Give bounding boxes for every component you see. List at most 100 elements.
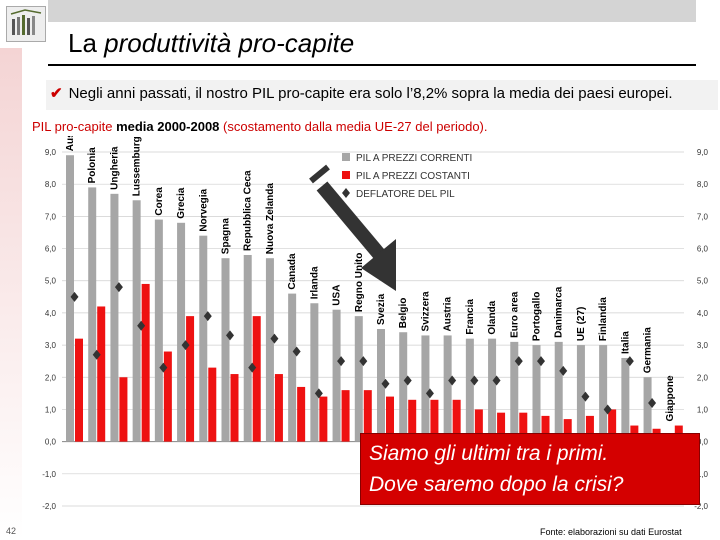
bar-prezzi-correnti — [488, 338, 497, 442]
category-label: Portogallo — [532, 292, 543, 341]
bar-prezzi-correnti — [554, 341, 563, 442]
bar-prezzi-correnti — [599, 345, 608, 442]
bar-prezzi-correnti — [265, 258, 274, 442]
y-tick-label: 7,0 — [45, 212, 57, 221]
page-number: 42 — [6, 526, 17, 536]
bar-prezzi-correnti — [377, 329, 385, 442]
checkmark-icon: ✔ — [50, 85, 63, 102]
y-tick-label: 0,0 — [45, 438, 57, 447]
marker-deflatore — [559, 365, 568, 376]
category-label: Spagna — [221, 218, 232, 255]
bar-prezzi-correnti — [399, 332, 408, 442]
category-label: Germania — [643, 327, 654, 374]
y-tick-label-right: 1,0 — [697, 405, 709, 414]
marker-deflatore — [92, 349, 101, 360]
marker-deflatore — [625, 356, 634, 367]
category-label: Olanda — [487, 300, 498, 334]
bullet-text: ✔ Negli anni passati, il nostro PIL pro-c… — [50, 85, 673, 102]
bar-prezzi-correnti — [132, 200, 141, 442]
arrow-shaft — [316, 181, 385, 259]
bar-prezzi-correnti — [310, 303, 319, 442]
marker-deflatore — [537, 356, 545, 367]
y-tick-label-right: 4,0 — [697, 309, 709, 318]
marker-deflatore — [425, 388, 434, 399]
bar-prezzi-correnti — [110, 193, 119, 442]
bar-prezzi-costanti — [208, 367, 217, 442]
category-label: Australia — [65, 136, 76, 151]
bar-prezzi-correnti — [154, 219, 163, 442]
bar-prezzi-costanti — [474, 409, 483, 442]
legend-swatch-costanti — [342, 171, 350, 179]
legend-label: DEFLATORE DEL PIL — [356, 189, 455, 200]
marker-deflatore — [159, 362, 168, 373]
y-tick-label-right: 8,0 — [697, 180, 709, 189]
category-label: Francia — [465, 299, 476, 335]
bar-prezzi-correnti — [443, 335, 452, 442]
bar-prezzi-costanti — [97, 306, 106, 442]
y-tick-label: -1,0 — [42, 470, 56, 479]
marker-deflatore — [403, 375, 412, 386]
category-label: Polonia — [87, 147, 98, 184]
callout-box: Siamo gli ultimi tra i primi. Dove sarem… — [360, 433, 700, 505]
bar-prezzi-correnti — [643, 377, 652, 442]
y-tick-label-right: 9,0 — [697, 148, 709, 157]
bar-prezzi-costanti — [252, 316, 261, 442]
category-label: Repubblica Ceca — [243, 170, 254, 251]
y-tick-label: 8,0 — [45, 180, 57, 189]
bar-prezzi-costanti — [519, 412, 528, 442]
bar-prezzi-costanti — [585, 415, 594, 442]
category-label: Regno Unito — [354, 253, 365, 312]
header-bar — [48, 0, 696, 22]
marker-deflatore — [203, 311, 212, 322]
y-tick-label: 5,0 — [45, 277, 57, 286]
bar-prezzi-costanti — [363, 390, 372, 442]
arrow-head — [361, 239, 396, 291]
y-tick-label-right: -2,0 — [694, 502, 708, 511]
marker-deflatore — [248, 362, 257, 373]
legend-swatch-deflatore — [342, 188, 350, 198]
marker-deflatore — [226, 330, 234, 341]
category-label: Canada — [287, 253, 298, 290]
bar-prezzi-costanti — [608, 409, 617, 442]
category-label: Corea — [154, 187, 165, 216]
bar-prezzi-correnti — [354, 316, 363, 442]
category-label: Norvegia — [198, 188, 209, 231]
category-label: Svezia — [376, 293, 387, 325]
marker-deflatore — [648, 398, 657, 409]
category-label: Danimarca — [554, 286, 565, 338]
y-tick-label: 1,0 — [45, 405, 57, 414]
bullet-box — [46, 80, 718, 110]
y-tick-label: 3,0 — [45, 341, 57, 350]
bar-prezzi-costanti — [541, 415, 550, 442]
bar-prezzi-costanti — [141, 283, 150, 442]
y-tick-label-right: 6,0 — [697, 245, 709, 254]
category-label: Svizzera — [420, 291, 431, 331]
bar-prezzi-correnti — [221, 258, 230, 442]
y-tick-label-right: 7,0 — [697, 212, 709, 221]
bar-prezzi-correnti — [510, 341, 519, 442]
marker-deflatore — [514, 356, 523, 367]
marker-deflatore — [270, 333, 279, 344]
y-tick-label: -2,0 — [42, 502, 56, 511]
y-tick-label-right: -1,0 — [694, 470, 708, 479]
bar-prezzi-costanti — [274, 374, 283, 442]
bar-prezzi-correnti — [576, 345, 585, 442]
marker-deflatore — [603, 404, 612, 415]
marker-deflatore — [470, 375, 479, 386]
category-label: UE (27) — [576, 307, 587, 341]
marker-deflatore — [114, 282, 123, 293]
source-note: Fonte: elaborazioni su dati Eurostat — [540, 527, 682, 537]
marker-deflatore — [292, 346, 301, 357]
marker-deflatore — [381, 378, 390, 389]
y-tick-label: 6,0 — [45, 245, 57, 254]
bar-prezzi-costanti — [386, 396, 394, 442]
category-label: Lussemburgo — [132, 136, 143, 196]
category-label: Ungheria — [109, 146, 120, 190]
bar-prezzi-costanti — [163, 351, 172, 442]
legend-swatch-correnti — [342, 153, 350, 161]
bar-prezzi-costanti — [75, 338, 83, 442]
marker-deflatore — [137, 320, 146, 331]
bar-prezzi-costanti — [341, 390, 350, 442]
category-label: Italia — [620, 331, 631, 354]
bar-prezzi-costanti — [297, 386, 306, 442]
